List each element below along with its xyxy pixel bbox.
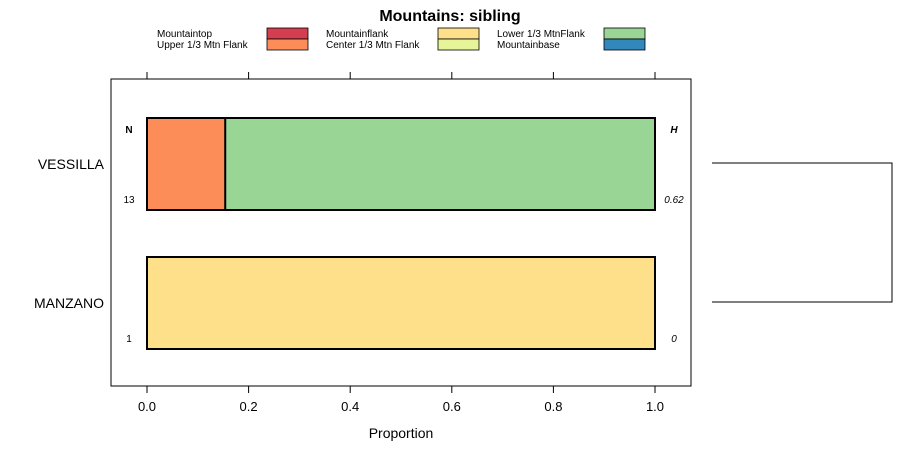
category-label: MANZANO — [34, 295, 104, 311]
x-tick-label: 0.8 — [544, 399, 562, 414]
x-tick-label: 0.0 — [138, 399, 156, 414]
annotations: VESSILLA 13 0.62 MANZANO 1 0 N H — [34, 125, 684, 345]
legend-label: Lower 1/3 MtnFlank — [497, 29, 586, 40]
x-tick-label: 0.4 — [341, 399, 359, 414]
axes: 0.0 0.2 0.4 0.6 0.8 1.0 — [138, 72, 664, 414]
legend-label: Mountaintop — [157, 29, 212, 40]
n-value: 1 — [126, 334, 132, 345]
legend-swatch — [266, 38, 309, 51]
h-value: 0.62 — [664, 195, 684, 206]
legend-swatch — [603, 38, 646, 51]
bar-segment — [147, 257, 655, 349]
bar-segment — [225, 118, 655, 210]
h-header: H — [670, 125, 678, 136]
n-value: 13 — [123, 195, 135, 206]
legend-label: Center 1/3 Mtn Flank — [326, 40, 420, 51]
x-tick-label: 0.2 — [240, 399, 258, 414]
legend-swatch — [603, 27, 646, 40]
legend-label: Mountainflank — [326, 29, 389, 40]
legend-label: Mountainbase — [497, 40, 560, 51]
bar-outline — [146, 256, 656, 350]
n-header: N — [125, 125, 132, 136]
h-value: 0 — [671, 334, 677, 345]
legend-swatch — [437, 38, 480, 51]
dendrogram — [712, 162, 893, 303]
x-tick-label: 0.6 — [443, 399, 461, 414]
plot-frame — [110, 78, 692, 387]
legend-swatch — [266, 27, 309, 40]
legend-label: Upper 1/3 Mtn Flank — [157, 40, 249, 51]
chart-title: Mountains: sibling — [379, 8, 520, 25]
bars — [146, 117, 656, 350]
bar-segment — [147, 118, 226, 210]
bar-outline — [146, 117, 656, 211]
category-label: VESSILLA — [38, 156, 105, 172]
x-tick-label: 1.0 — [646, 399, 664, 414]
dendrogram-branch — [712, 162, 893, 303]
legend-swatch — [437, 27, 480, 40]
x-axis-label: Proportion — [369, 425, 434, 441]
